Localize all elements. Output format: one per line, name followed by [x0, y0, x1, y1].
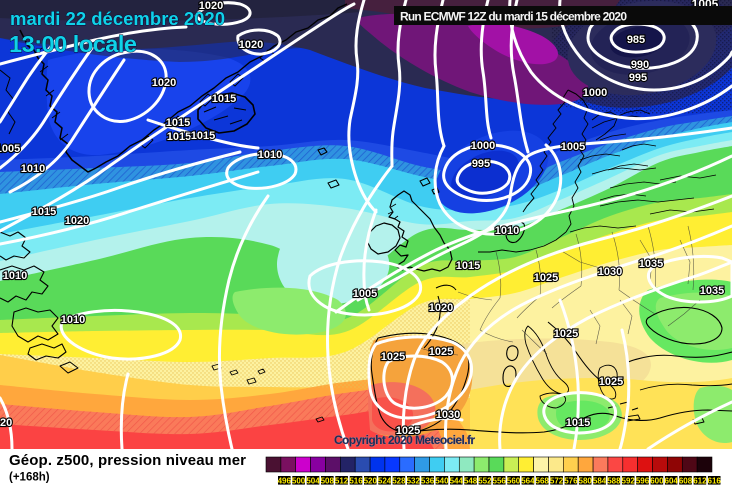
svg-text:1025: 1025 [396, 425, 420, 437]
svg-text:584: 584 [593, 477, 607, 486]
svg-text:13:00 locale: 13:00 locale [9, 31, 137, 57]
svg-text:496: 496 [278, 477, 292, 486]
svg-text:560: 560 [507, 477, 521, 486]
svg-text:1035: 1035 [700, 285, 724, 297]
svg-text:516: 516 [349, 477, 363, 486]
svg-text:Copyright 2020 Meteociel.fr: Copyright 2020 Meteociel.fr [334, 433, 475, 447]
svg-text:568: 568 [536, 477, 550, 486]
svg-text:576: 576 [564, 477, 578, 486]
svg-text:508: 508 [321, 477, 335, 486]
svg-text:612: 612 [693, 477, 707, 486]
svg-text:524: 524 [378, 477, 392, 486]
svg-text:588: 588 [607, 477, 621, 486]
svg-text:1020: 1020 [65, 215, 89, 227]
svg-text:572: 572 [550, 477, 564, 486]
svg-text:600: 600 [650, 477, 664, 486]
svg-text:1005: 1005 [561, 141, 585, 153]
svg-text:1025: 1025 [381, 351, 405, 363]
svg-text:596: 596 [636, 477, 650, 486]
svg-text:1015: 1015 [32, 206, 56, 218]
svg-text:1015: 1015 [456, 260, 480, 272]
svg-text:1010: 1010 [495, 225, 519, 237]
svg-text:1010: 1010 [258, 149, 282, 161]
svg-text:544: 544 [450, 477, 464, 486]
svg-text:1025: 1025 [429, 346, 453, 358]
svg-text:985: 985 [627, 34, 645, 46]
svg-text:1020: 1020 [152, 77, 176, 89]
svg-text:540: 540 [435, 477, 449, 486]
svg-text:1005: 1005 [0, 143, 20, 155]
svg-text:1000: 1000 [583, 87, 607, 99]
svg-text:604: 604 [665, 477, 679, 486]
svg-text:532: 532 [407, 477, 421, 486]
svg-text:564: 564 [521, 477, 535, 486]
svg-text:512: 512 [335, 477, 349, 486]
svg-text:1010: 1010 [61, 314, 85, 326]
svg-text:995: 995 [472, 158, 490, 170]
svg-text:1030: 1030 [598, 266, 622, 278]
svg-text:1005: 1005 [353, 288, 377, 300]
svg-text:528: 528 [392, 477, 406, 486]
svg-text:592: 592 [622, 477, 636, 486]
svg-text:Run ECMWF 12Z du mardi 15 déce: Run ECMWF 12Z du mardi 15 décembre 2020 [400, 10, 627, 24]
svg-text:548: 548 [464, 477, 478, 486]
svg-text:1015: 1015 [166, 117, 190, 129]
svg-text:1020: 1020 [0, 417, 12, 429]
svg-text:608: 608 [679, 477, 693, 486]
svg-text:1020: 1020 [429, 302, 453, 314]
svg-text:580: 580 [579, 477, 593, 486]
svg-text:504: 504 [306, 477, 320, 486]
svg-text:1025: 1025 [534, 272, 558, 284]
svg-text:1035: 1035 [639, 258, 663, 270]
svg-text:1010: 1010 [21, 163, 45, 175]
svg-text:1010: 1010 [3, 270, 27, 282]
svg-text:1000: 1000 [471, 140, 495, 152]
svg-text:Géop. z500, pression niveau me: Géop. z500, pression niveau mer [9, 452, 246, 469]
svg-text:1025: 1025 [599, 376, 623, 388]
svg-text:995: 995 [629, 72, 647, 84]
svg-text:536: 536 [421, 477, 435, 486]
svg-text:1015: 1015 [167, 131, 191, 143]
svg-text:1020: 1020 [239, 39, 263, 51]
svg-text:500: 500 [292, 477, 306, 486]
svg-text:556: 556 [493, 477, 507, 486]
svg-text:1025: 1025 [554, 328, 578, 340]
svg-text:1020: 1020 [199, 0, 223, 12]
svg-text:(+168h): (+168h) [9, 472, 50, 484]
svg-text:616: 616 [708, 477, 722, 486]
svg-text:mardi 22 décembre 2020: mardi 22 décembre 2020 [10, 8, 225, 29]
svg-text:1015: 1015 [191, 130, 215, 142]
svg-text:990: 990 [631, 59, 649, 71]
svg-text:1030: 1030 [436, 409, 460, 421]
svg-text:520: 520 [364, 477, 378, 486]
svg-text:1015: 1015 [212, 93, 236, 105]
svg-text:552: 552 [478, 477, 492, 486]
svg-text:1015: 1015 [566, 417, 590, 429]
